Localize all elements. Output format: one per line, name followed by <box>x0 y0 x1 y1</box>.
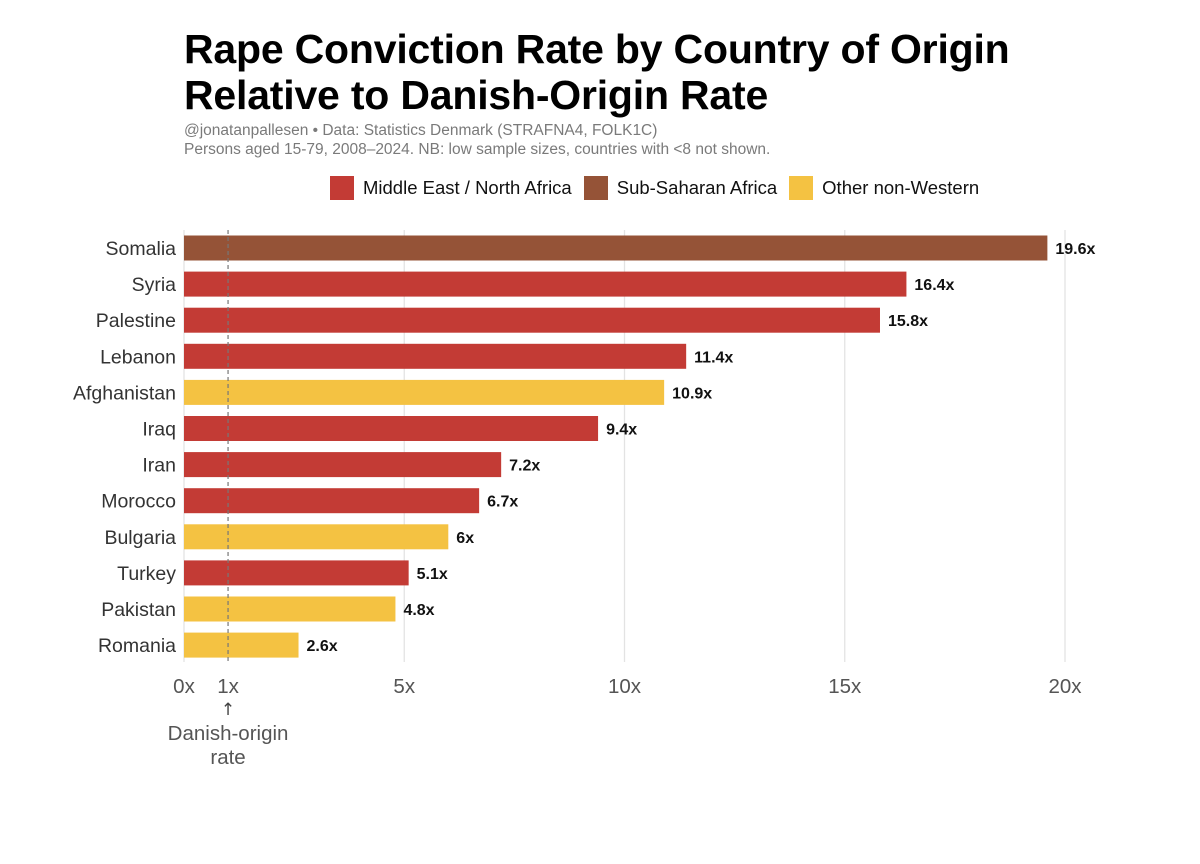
legend-item-mena: Middle East / North Africa <box>330 176 572 200</box>
category-label-turkey: Turkey <box>117 563 176 585</box>
legend-swatch-ssa <box>583 176 608 200</box>
bar-palestine <box>184 307 880 333</box>
chart-legend: Middle East / North Africa Sub-Saharan A… <box>330 176 991 200</box>
x-tick-label-2: 10x <box>608 675 642 698</box>
legend-swatch-mena <box>330 176 354 200</box>
chart-title-line-2: Relative to Danish-Origin Rate <box>184 72 769 118</box>
value-label-palestine: 15.8x <box>888 313 928 330</box>
category-label-afghanistan: Afghanistan <box>73 382 176 404</box>
category-label-pakistan: Pakistan <box>101 599 176 621</box>
legend-label-other: Other non-Western <box>822 177 980 198</box>
bar-turkey <box>184 560 409 586</box>
value-label-pakistan: 4.8x <box>403 602 434 619</box>
value-label-iraq: 9.4x <box>606 422 637 439</box>
value-label-syria: 16.4x <box>914 277 954 294</box>
bar-bulgaria <box>184 524 449 550</box>
bar-iran <box>184 452 502 478</box>
legend-swatch-other <box>789 176 814 200</box>
value-label-romania: 2.6x <box>307 638 338 655</box>
bar-romania <box>184 632 299 658</box>
chart-title: Rape Conviction Rate by Country of Origi… <box>184 26 1010 118</box>
legend-label-mena: Middle East / North Africa <box>363 177 572 198</box>
value-label-turkey: 5.1x <box>417 566 448 583</box>
legend-label-ssa: Sub-Saharan Africa <box>616 177 778 198</box>
bar-pakistan <box>184 596 396 622</box>
legend-item-other: Other non-Western <box>789 176 979 200</box>
category-label-lebanon: Lebanon <box>100 346 176 368</box>
x-tick-label-3: 15x <box>828 675 862 698</box>
category-label-morocco: Morocco <box>101 491 176 513</box>
bar-somalia <box>184 235 1048 261</box>
value-label-lebanon: 11.4x <box>694 349 733 366</box>
reference-annotation-line-1: Danish-origin <box>168 722 289 745</box>
bar-morocco <box>184 488 480 514</box>
category-label-iraq: Iraq <box>142 419 176 441</box>
bar-lebanon <box>184 343 687 369</box>
reference-annotation-line-2: rate <box>210 746 245 769</box>
bar-syria <box>184 271 907 297</box>
chart-title-line-1: Rape Conviction Rate by Country of Origi… <box>184 26 1010 72</box>
category-label-somalia: Somalia <box>106 238 177 260</box>
value-label-iran: 7.2x <box>509 458 540 475</box>
x-tick-label-4: 20x <box>1048 675 1082 698</box>
bar-afghanistan <box>184 379 665 405</box>
value-label-somalia: 19.6x <box>1055 241 1095 258</box>
value-label-morocco: 6.7x <box>487 494 518 511</box>
bar-iraq <box>184 416 599 441</box>
legend-item-ssa: Sub-Saharan Africa <box>583 176 778 200</box>
reference-arrow: ↑ <box>221 700 235 720</box>
category-label-syria: Syria <box>132 274 177 296</box>
value-label-bulgaria: 6x <box>456 530 474 547</box>
x-tick-label-0: 0x <box>173 675 195 698</box>
chart-subtitle-line-2: Persons aged 15-79, 2008–2024. NB: low s… <box>184 141 771 158</box>
category-label-iran: Iran <box>142 455 176 477</box>
value-label-afghanistan: 10.9x <box>672 385 712 402</box>
category-label-palestine: Palestine <box>96 310 176 332</box>
category-label-romania: Romania <box>98 635 176 657</box>
category-label-bulgaria: Bulgaria <box>104 527 176 549</box>
reference-tick-label: 1x <box>217 675 239 698</box>
x-tick-label-1: 5x <box>393 675 415 698</box>
chart-subtitle-line-1: @jonatanpallesen • Data: Statistics Denm… <box>184 122 658 139</box>
chart-subtitle: @jonatanpallesen • Data: Statistics Denm… <box>184 121 770 159</box>
